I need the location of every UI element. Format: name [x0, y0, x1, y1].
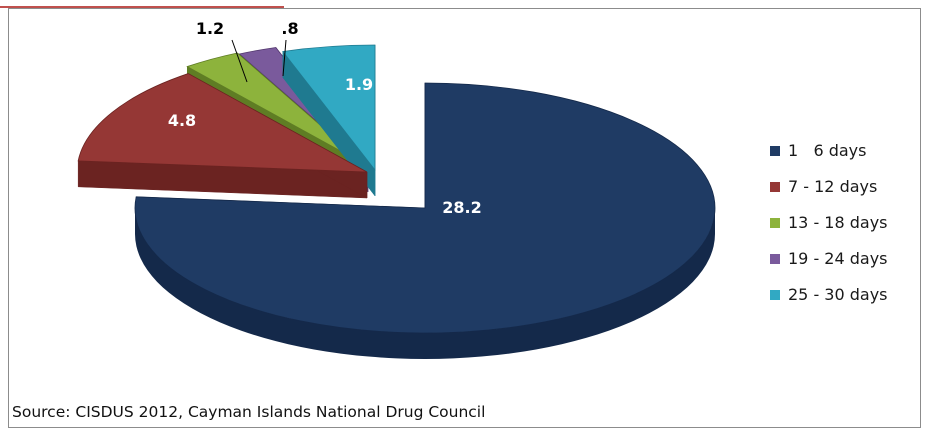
slice-7-12-days [77, 73, 368, 199]
legend-label-7-12-days: 7 - 12 days [788, 177, 877, 196]
slice-1-6-days-top [134, 82, 716, 334]
slice-1-6-days [134, 82, 716, 359]
legend-swatch-25-30-days [770, 290, 780, 300]
data-label-1-6-days: 28.2 [442, 198, 481, 217]
pie-plot-area: 28.2 4.8 1.2 .8 1.9 [77, 19, 716, 359]
data-label-19-24-days: .8 [281, 19, 298, 38]
data-label-13-18-days: 1.2 [196, 19, 224, 38]
legend: 1 6 days 7 - 12 days 13 - 18 days 19 - 24 d… [770, 141, 888, 304]
legend-label-1-6-days: 1 6 days [788, 141, 866, 160]
slice-25-30-days [282, 44, 376, 197]
legend-swatch-1-6-days [770, 146, 780, 156]
legend-swatch-13-18-days [770, 218, 780, 228]
callout-line-13-18-days [231, 39, 248, 83]
data-label-7-12-days: 4.8 [168, 111, 196, 130]
legend-label-13-18-days: 13 - 18 days [788, 213, 888, 232]
legend-label-25-30-days: 25 - 30 days [788, 285, 888, 304]
slice-7-12-days-top [77, 73, 368, 173]
chart-frame [8, 8, 921, 428]
header-accent-line [0, 6, 284, 8]
legend-label-19-24-days: 19 - 24 days [788, 249, 888, 268]
slice-25-30-days-top [282, 44, 376, 172]
slice-13-18-days-top [186, 52, 367, 166]
callout-line-19-24-days [282, 39, 287, 77]
legend-swatch-7-12-days [770, 182, 780, 192]
source-note: Source: CISDUS 2012, Cayman Islands Nati… [12, 403, 486, 421]
slice-1-6-days-side [135, 208, 715, 359]
legend-swatch-19-24-days [770, 254, 780, 264]
data-label-25-30-days: 1.9 [345, 75, 373, 94]
